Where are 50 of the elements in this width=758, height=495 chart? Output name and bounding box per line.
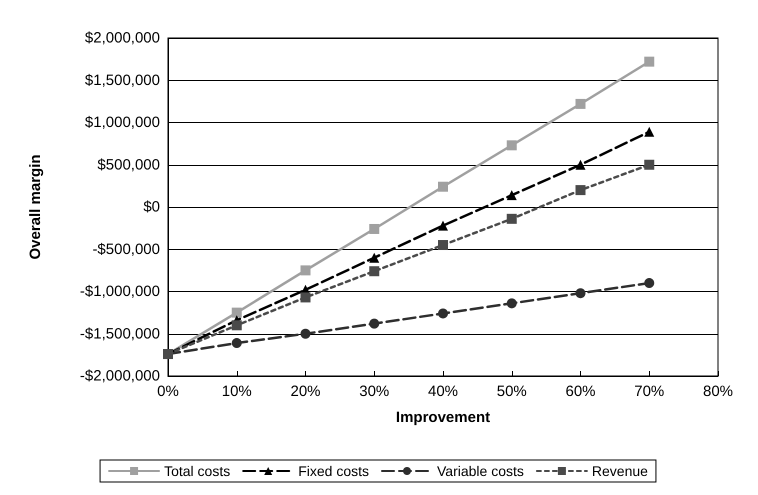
point — [369, 318, 380, 329]
point — [232, 338, 242, 348]
point — [506, 140, 517, 150]
x-tick-label: 80% — [702, 383, 734, 400]
point — [300, 328, 310, 339]
point — [438, 182, 448, 192]
point — [576, 160, 586, 170]
point — [644, 160, 654, 170]
y-tick-label: -$500,000 — [92, 240, 160, 258]
y-tick-label: $0 — [143, 198, 160, 216]
x-tick-label: 40% — [428, 383, 458, 400]
point — [438, 240, 448, 250]
point — [232, 308, 242, 318]
point — [644, 278, 654, 288]
point — [576, 98, 586, 109]
x-tick-label: 50% — [496, 383, 527, 400]
y-tick-label: $500,000 — [97, 156, 160, 174]
x-tick-label: 0% — [157, 383, 179, 400]
point — [506, 190, 517, 200]
legend-label: Total costs — [164, 463, 230, 479]
point — [576, 288, 586, 298]
point — [369, 224, 380, 234]
point — [369, 252, 380, 263]
point — [506, 298, 517, 308]
point — [576, 185, 586, 196]
point — [644, 56, 654, 67]
x-tick-label: 10% — [222, 383, 252, 400]
point — [300, 292, 310, 302]
y-tick-label: -$1,500,000 — [80, 325, 160, 342]
point — [232, 320, 242, 330]
x-tick-label: 70% — [634, 383, 664, 400]
point — [644, 126, 654, 137]
y-axis-title: Overall margin — [27, 154, 44, 260]
x-tick-label: 30% — [359, 383, 390, 400]
y-tick-label: $1,500,000 — [84, 72, 160, 89]
x-tick-label: 20% — [290, 383, 321, 400]
y-tick-label: $1,000,000 — [84, 114, 160, 131]
point — [300, 265, 310, 276]
legend-label: Revenue — [592, 463, 648, 479]
point — [369, 266, 380, 276]
x-axis-title: Improvement — [396, 409, 490, 426]
x-tick-label: 60% — [565, 383, 596, 400]
point — [506, 214, 517, 224]
y-tick-label: -$1,000,000 — [80, 283, 160, 300]
point — [438, 308, 448, 318]
y-tick-label: -$2,000,000 — [80, 368, 160, 384]
legend-label: Fixed costs — [298, 463, 370, 479]
point — [438, 220, 448, 231]
legend-label: Variable costs — [437, 463, 524, 479]
y-tick-label: $2,000,000 — [84, 30, 160, 46]
